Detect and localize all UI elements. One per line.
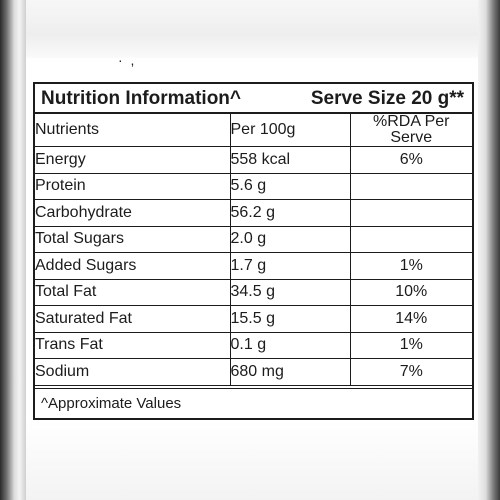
nutrient-name: Saturated Fat <box>35 305 231 333</box>
table-row: Total Sugars 2.0 g <box>35 225 472 253</box>
nutrient-name: Total Fat <box>35 278 231 306</box>
nutrient-per100: 15.5 g <box>229 305 351 333</box>
nutrient-per100: 2.0 g <box>229 225 351 253</box>
table-row: Energy 558 kcal 6% <box>35 146 472 174</box>
nutrient-name: Carbohydrate <box>35 199 231 227</box>
nutrient-name: Sodium <box>35 358 231 386</box>
nutrient-rda <box>349 172 472 200</box>
nutrient-name: Protein <box>35 172 231 200</box>
nutrient-rda: 1% <box>349 331 472 359</box>
package-top <box>26 0 478 58</box>
table-header-row: Nutrients Per 100g %RDA Per Serve <box>35 114 472 147</box>
footnote-approximate: ^Approximate Values <box>41 395 182 412</box>
table-row: Trans Fat 0.1 g 1% <box>35 331 472 359</box>
nutrient-name: Trans Fat <box>35 331 231 359</box>
table-row: Saturated Fat 15.5 g 14% <box>35 305 472 333</box>
package-edge-right <box>478 0 500 500</box>
nutrient-per100: 0.1 g <box>229 331 351 359</box>
nutrient-per100: 56.2 g <box>229 199 351 227</box>
serve-size: Serve Size 20 g** <box>310 88 464 109</box>
nutrient-rda: 10% <box>349 278 472 306</box>
nutrition-table: Nutrients Per 100g %RDA Per Serve Energy… <box>35 114 472 386</box>
nutrient-name: Added Sugars <box>35 252 231 280</box>
nutrient-per100: 558 kcal <box>229 146 351 174</box>
table-row: Carbohydrate 56.2 g <box>35 199 472 227</box>
column-header-nutrients: Nutrients <box>35 114 231 147</box>
column-header-per100: Per 100g <box>229 114 351 147</box>
table-row: Sodium 680 mg 7% <box>35 358 472 386</box>
nutrient-name: Total Sugars <box>35 225 231 253</box>
panel-header: Nutrition Information^ Serve Size 20 g** <box>35 84 472 114</box>
table-row: Total Fat 34.5 g 10% <box>35 278 472 306</box>
nutrient-rda: 6% <box>349 146 472 174</box>
nutrient-rda: 1% <box>349 252 472 280</box>
top-text-fragment: · , <box>118 52 137 68</box>
nutrient-per100: 34.5 g <box>229 278 351 306</box>
nutrient-rda <box>349 225 472 253</box>
package-edge-left <box>0 0 26 500</box>
panel-title: Nutrition Information^ <box>41 88 242 109</box>
table-row: Added Sugars 1.7 g 1% <box>35 252 472 280</box>
nutrient-name: Energy <box>35 146 231 174</box>
panel-footer: ^Approximate Values <box>35 388 472 418</box>
package-bottom <box>26 420 478 500</box>
nutrient-per100: 680 mg <box>229 358 351 386</box>
nutrient-per100: 1.7 g <box>229 252 351 280</box>
nutrient-rda <box>349 199 472 227</box>
nutrition-panel: Nutrition Information^ Serve Size 20 g**… <box>33 82 474 420</box>
nutrient-rda: 7% <box>349 358 472 386</box>
table-row: Protein 5.6 g <box>35 172 472 200</box>
nutrient-rda: 14% <box>349 305 472 333</box>
nutrient-per100: 5.6 g <box>229 172 351 200</box>
column-header-rda: %RDA Per Serve <box>349 114 472 147</box>
